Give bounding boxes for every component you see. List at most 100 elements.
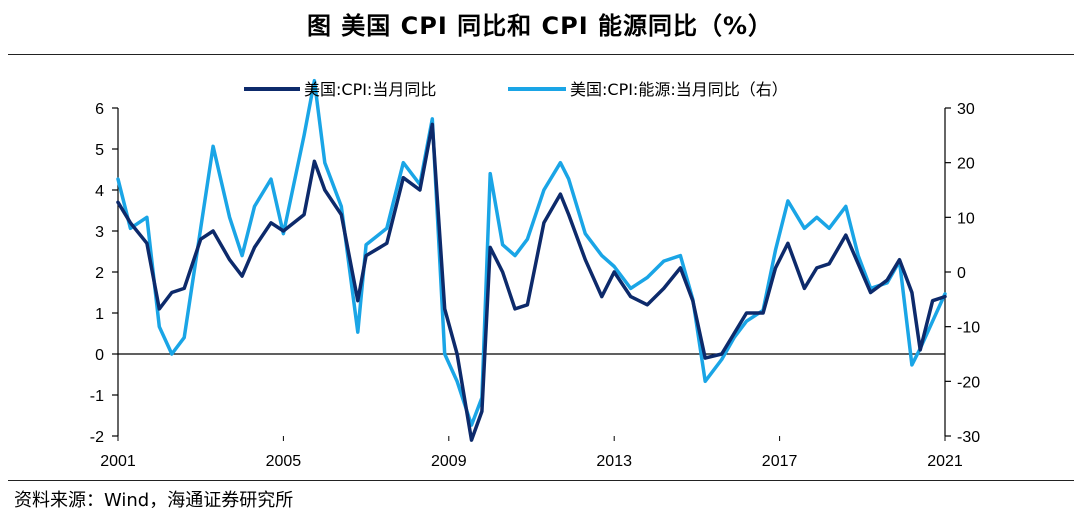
series-energy-point bbox=[117, 178, 119, 180]
series-cpi-point bbox=[481, 410, 483, 413]
series-energy-point bbox=[567, 178, 570, 180]
series-energy-point bbox=[212, 145, 214, 148]
series-energy-point bbox=[704, 380, 706, 383]
series-cpi-point bbox=[559, 193, 562, 195]
left-axis-tick-label: 6 bbox=[95, 101, 104, 118]
series-energy-point bbox=[501, 243, 504, 246]
series-energy bbox=[116, 78, 947, 427]
footer-divider bbox=[8, 480, 1074, 481]
series-cpi-point bbox=[745, 312, 748, 314]
series-energy-point bbox=[857, 254, 859, 257]
series-energy-point bbox=[456, 380, 458, 383]
series-energy-point bbox=[129, 227, 132, 230]
right-axis-tick-label: 30 bbox=[957, 101, 975, 118]
x-axis-tick-label: 2001 bbox=[100, 453, 136, 470]
series-cpi-point bbox=[733, 332, 735, 335]
series-energy-point bbox=[745, 320, 748, 323]
series-cpi-point bbox=[386, 242, 388, 245]
series-cpi-point bbox=[431, 123, 434, 126]
series-energy-point bbox=[911, 364, 913, 366]
series-energy-point bbox=[313, 79, 316, 82]
series-cpi-point bbox=[282, 230, 285, 232]
series-energy-point bbox=[845, 205, 847, 208]
series-cpi-point bbox=[253, 246, 256, 249]
series-energy-point bbox=[944, 293, 946, 295]
series-energy-point bbox=[679, 254, 682, 257]
left-axis-tick-label: 1 bbox=[95, 306, 104, 323]
right-axis-tick-label: 0 bbox=[957, 265, 966, 282]
right-axis-tick-label: 10 bbox=[957, 210, 975, 227]
series-cpi-point bbox=[228, 258, 231, 261]
series-cpi-point bbox=[613, 271, 615, 273]
series-cpi-point bbox=[869, 291, 872, 294]
left-axis-tick-label: -2 bbox=[90, 429, 104, 446]
series-cpi-point bbox=[944, 295, 946, 298]
series-cpi-point bbox=[129, 222, 132, 224]
series-energy-point bbox=[402, 161, 405, 164]
series-energy-point bbox=[253, 205, 256, 208]
series-cpi-point bbox=[340, 213, 343, 216]
series-cpi-point bbox=[171, 291, 173, 294]
series-cpi-point bbox=[679, 267, 682, 269]
series-cpi-point bbox=[720, 353, 723, 355]
series-energy-point bbox=[613, 265, 615, 268]
series-energy-point bbox=[816, 216, 818, 219]
series-energy-point bbox=[559, 161, 562, 164]
series-cpi-point bbox=[183, 287, 185, 290]
series-energy-point bbox=[158, 325, 161, 328]
left-axis-tick-label: -1 bbox=[90, 388, 104, 405]
series-energy-point bbox=[720, 358, 723, 361]
series-energy-point bbox=[803, 227, 806, 230]
series-cpi-point bbox=[456, 353, 458, 355]
series-energy-point bbox=[443, 353, 446, 355]
x-axis-tick-label: 2005 bbox=[266, 453, 302, 470]
series-cpi-point bbox=[704, 357, 706, 359]
series-cpi-point bbox=[514, 308, 516, 310]
series-energy-point bbox=[470, 424, 473, 426]
series-cpi-point bbox=[303, 213, 305, 216]
series-cpi-point bbox=[692, 299, 694, 302]
x-axis-tick-label: 2009 bbox=[431, 453, 467, 470]
series-cpi-point bbox=[146, 242, 148, 245]
x-axis-tick-label: 2013 bbox=[596, 453, 632, 470]
series-cpi bbox=[116, 122, 947, 442]
series-energy-point bbox=[584, 232, 587, 235]
left-axis-tick-label: 0 bbox=[95, 347, 104, 364]
series-energy-point bbox=[489, 172, 492, 175]
series-energy-point bbox=[324, 161, 326, 164]
series-cpi-point bbox=[601, 295, 603, 298]
right-axis-tick-label: -10 bbox=[957, 320, 980, 337]
series-cpi-point bbox=[526, 304, 529, 306]
series-cpi-point bbox=[419, 189, 421, 191]
series-cpi-point bbox=[803, 287, 806, 290]
series-energy-point bbox=[931, 320, 934, 323]
series-energy-point bbox=[601, 254, 603, 257]
series-cpi-point bbox=[117, 201, 119, 204]
series-cpi-point bbox=[489, 246, 492, 249]
series-energy-point bbox=[228, 216, 231, 219]
source-note: 资料来源：Wind，海通证券研究所 bbox=[14, 490, 294, 511]
series-energy-point bbox=[282, 232, 285, 235]
chart-series-layer bbox=[116, 78, 947, 442]
series-energy-point bbox=[357, 331, 359, 333]
series-cpi-point bbox=[199, 238, 202, 240]
series-energy-point bbox=[514, 254, 516, 257]
series-energy-point bbox=[365, 243, 367, 246]
series-energy-point bbox=[646, 276, 649, 279]
series-energy-point bbox=[526, 238, 529, 240]
series-cpi-point bbox=[886, 279, 888, 282]
series-energy-point bbox=[340, 205, 343, 208]
series-cpi-point bbox=[543, 222, 545, 224]
series-cpi-point bbox=[324, 189, 326, 191]
left-axis-tick-label: 5 bbox=[95, 142, 104, 159]
series-energy-point bbox=[386, 227, 388, 230]
legend-label-energy: 美国:CPI:能源:当月同比（右） bbox=[570, 80, 788, 99]
series-cpi-point bbox=[646, 304, 649, 306]
chart-title: 图 美国 CPI 同比和 CPI 能源同比（%） bbox=[306, 12, 774, 40]
series-energy-point bbox=[663, 260, 665, 262]
series-cpi-point bbox=[911, 291, 913, 294]
series-energy-point bbox=[828, 227, 830, 230]
series-cpi-point bbox=[787, 242, 789, 245]
series-cpi-point bbox=[501, 271, 504, 273]
